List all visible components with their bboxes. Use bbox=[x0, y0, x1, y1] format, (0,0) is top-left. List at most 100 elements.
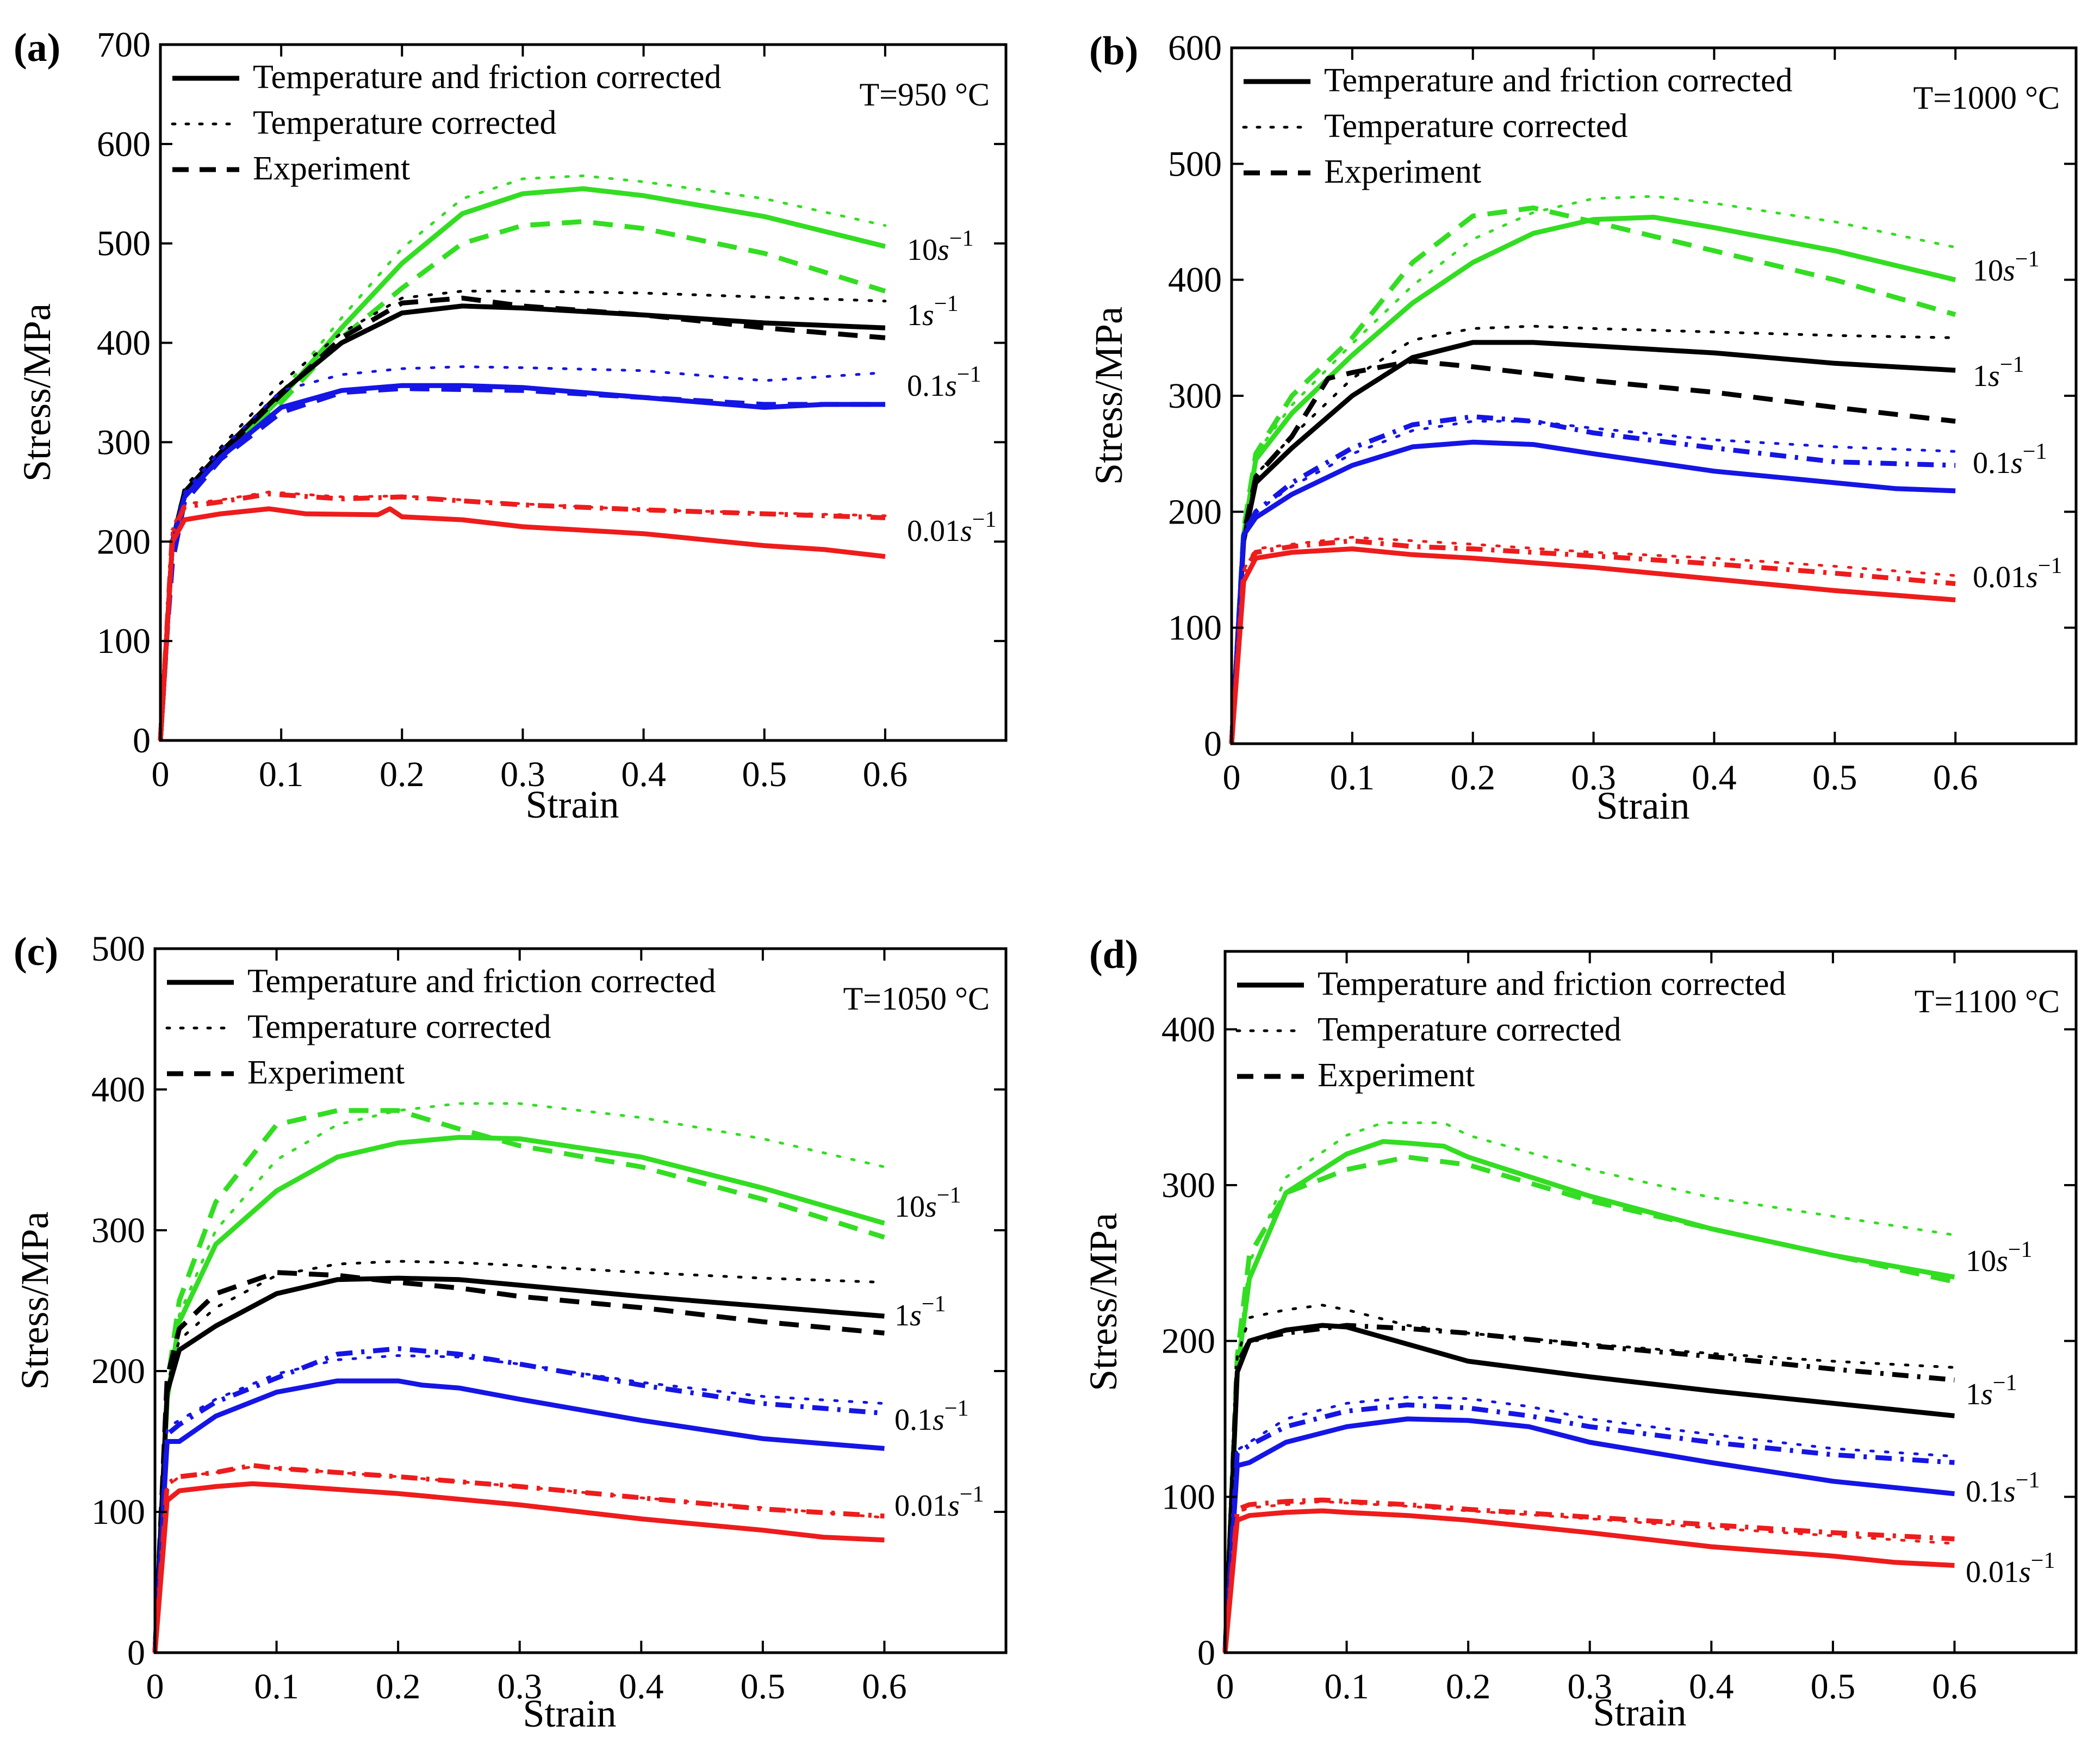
legend-label-dotted: Temperature corrected bbox=[1324, 108, 1627, 145]
x-tick-label: 0.1 bbox=[1324, 1667, 1369, 1706]
x-tick-label: 0.4 bbox=[619, 1667, 664, 1706]
legend-label-dashed: Experiment bbox=[1318, 1057, 1475, 1094]
series-line bbox=[159, 365, 887, 742]
strain-rate-label: 1s−1 bbox=[1973, 352, 2024, 393]
x-tick-label: 0.2 bbox=[1450, 758, 1495, 798]
legend-label-dashed: Experiment bbox=[253, 150, 410, 187]
y-tick-label: 500 bbox=[91, 929, 145, 969]
x-tick-label: 0.3 bbox=[500, 755, 545, 794]
axes-frame bbox=[1223, 950, 2078, 1654]
strain-rate-label: 0.01s−1 bbox=[894, 1482, 984, 1523]
chart-panel: 0 0.1 0.2 0.3 0.4 0.5 0.6 0 100 200 300 400 Strain St… bbox=[1082, 932, 2078, 1734]
series-line bbox=[1222, 1497, 1955, 1653]
y-tick-label: 600 bbox=[97, 124, 151, 164]
axes-frame bbox=[1230, 46, 2078, 745]
y-tick-label: 200 bbox=[91, 1351, 145, 1391]
series-line bbox=[152, 1481, 885, 1653]
legend-label-dotted: Temperature corrected bbox=[1318, 1011, 1621, 1048]
y-tick-label: 500 bbox=[1168, 144, 1222, 184]
y-axis-title: Stress/MPa bbox=[15, 303, 59, 482]
series-line bbox=[152, 1275, 885, 1653]
series-line bbox=[159, 174, 887, 742]
x-tick-label: 0.1 bbox=[254, 1667, 299, 1706]
y-axis-title: Stress/MPa bbox=[1087, 307, 1130, 485]
y-axis-title: Stress/MPa bbox=[13, 1211, 57, 1390]
series-line bbox=[1222, 1416, 1955, 1653]
x-tick-label: 0.4 bbox=[621, 755, 666, 794]
series-line bbox=[158, 303, 886, 741]
y-tick-label: 300 bbox=[1161, 1166, 1215, 1205]
x-tick-label: 0.4 bbox=[1692, 758, 1737, 798]
series-line bbox=[1222, 1323, 1955, 1653]
x-tick-label: 0.6 bbox=[863, 755, 908, 794]
temperature-label: T=1050 °C bbox=[843, 981, 990, 1017]
y-tick-label: 100 bbox=[97, 621, 151, 661]
y-tick-label: 700 bbox=[97, 25, 151, 65]
series-line bbox=[152, 1270, 885, 1653]
x-tick-label: 0.4 bbox=[1689, 1667, 1734, 1706]
series-line bbox=[1230, 420, 1957, 745]
series-line bbox=[1229, 538, 1956, 744]
strain-rate-label: 0.1s−1 bbox=[1966, 1468, 2040, 1509]
panel-label: (a) bbox=[14, 26, 60, 70]
x-tick-label: 0 bbox=[146, 1667, 164, 1706]
strain-rate-label: 0.01s−1 bbox=[1973, 553, 2062, 594]
x-tick-label: 0.5 bbox=[741, 1667, 786, 1706]
x-axis-title: Strain bbox=[526, 783, 619, 826]
y-tick-label: 300 bbox=[1168, 376, 1222, 416]
legend-label-solid: Temperature and friction corrected bbox=[1324, 62, 1792, 99]
x-tick-label: 0 bbox=[152, 755, 170, 794]
series-line bbox=[158, 386, 885, 741]
x-tick-label: 0.1 bbox=[259, 755, 304, 794]
x-tick-label: 0.2 bbox=[380, 755, 425, 794]
x-tick-label: 0.2 bbox=[376, 1667, 421, 1706]
strain-rate-label: 1s−1 bbox=[1966, 1371, 2017, 1411]
series-line bbox=[153, 1465, 886, 1654]
series-line bbox=[1223, 1304, 1956, 1654]
x-tick-label: 0.5 bbox=[1812, 758, 1857, 798]
strain-rate-label: 10s−1 bbox=[894, 1183, 961, 1224]
strain-rate-label: 10s−1 bbox=[907, 226, 973, 267]
y-tick-label: 300 bbox=[97, 422, 151, 462]
series-line bbox=[1229, 358, 1956, 744]
legend-label-dotted: Temperature corrected bbox=[247, 1008, 551, 1045]
y-tick-label: 200 bbox=[1168, 492, 1222, 532]
y-tick-label: 0 bbox=[127, 1633, 145, 1673]
temperature-label: T=1100 °C bbox=[1915, 983, 2060, 1019]
axes-frame bbox=[153, 947, 1008, 1654]
series-line bbox=[158, 295, 886, 741]
strain-rate-label: 1s−1 bbox=[907, 291, 958, 332]
chart-panel: 0 0.1 0.2 0.3 0.4 0.5 0.6 0 100 200 300 400 500 Strai… bbox=[13, 929, 1008, 1735]
y-tick-label: 200 bbox=[1161, 1322, 1215, 1361]
series-line bbox=[153, 1102, 886, 1654]
x-tick-label: 0 bbox=[1216, 1667, 1234, 1706]
y-tick-label: 400 bbox=[1161, 1010, 1215, 1049]
x-tick-label: 0.6 bbox=[1932, 1667, 1977, 1706]
x-tick-label: 0 bbox=[1223, 758, 1241, 798]
strain-rate-label: 0.1s−1 bbox=[1973, 439, 2047, 480]
strain-rate-label: 0.01s−1 bbox=[907, 507, 996, 548]
y-tick-label: 0 bbox=[1204, 724, 1222, 764]
y-tick-label: 100 bbox=[1168, 608, 1222, 648]
axes-frame bbox=[159, 43, 1008, 742]
series-line bbox=[1222, 1402, 1955, 1653]
chart-panel: 0 0.1 0.2 0.3 0.4 0.5 0.6 0 100 200 300 400 500 600 St… bbox=[1087, 28, 2078, 827]
series-line bbox=[1229, 215, 1956, 744]
series-line bbox=[1229, 340, 1956, 744]
series-line bbox=[152, 1378, 885, 1653]
series-line bbox=[1223, 1396, 1956, 1654]
series-line bbox=[158, 186, 886, 741]
y-tick-label: 400 bbox=[91, 1070, 145, 1110]
series-line bbox=[159, 290, 887, 742]
strain-rate-label: 10s−1 bbox=[1966, 1237, 2032, 1278]
x-tick-label: 0.1 bbox=[1330, 758, 1375, 798]
panel-label: (b) bbox=[1089, 29, 1138, 73]
series-line bbox=[153, 1354, 886, 1654]
legend-label-solid: Temperature and friction corrected bbox=[253, 59, 721, 96]
x-axis-title: Strain bbox=[523, 1692, 617, 1735]
y-tick-label: 500 bbox=[97, 224, 151, 264]
series-line bbox=[158, 219, 886, 741]
series-line bbox=[1223, 1500, 1956, 1654]
x-tick-label: 0.3 bbox=[1571, 758, 1616, 798]
